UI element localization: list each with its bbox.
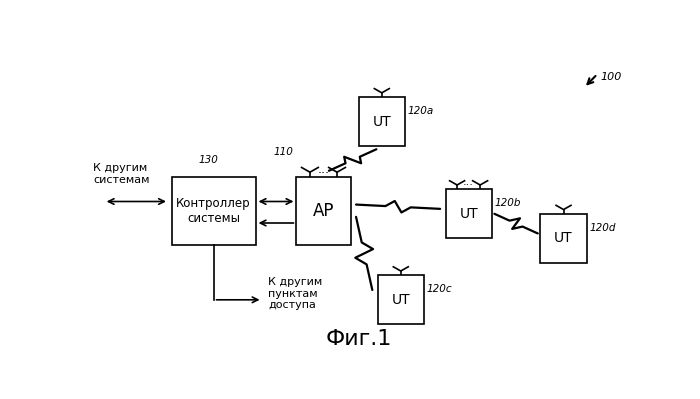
Text: ...: ... <box>318 163 330 176</box>
Text: UT: UT <box>372 115 391 128</box>
Text: UT: UT <box>459 207 478 221</box>
Text: UT: UT <box>391 293 410 307</box>
Text: К другим
системам: К другим системам <box>93 163 149 185</box>
Bar <box>172 177 256 245</box>
Text: 120c: 120c <box>426 284 452 294</box>
Bar <box>378 275 424 324</box>
Text: К другим
пунктам
доступа: К другим пунктам доступа <box>268 277 322 310</box>
Text: ...: ... <box>463 178 474 188</box>
Text: Фиг.1: Фиг.1 <box>326 329 392 349</box>
Text: 120b: 120b <box>494 198 521 208</box>
Bar <box>446 189 491 238</box>
Bar <box>540 214 587 263</box>
Text: UT: UT <box>554 231 573 245</box>
Bar <box>296 177 351 245</box>
Text: 110: 110 <box>274 147 294 157</box>
Text: 120a: 120a <box>407 106 434 116</box>
Bar <box>358 97 405 146</box>
Text: 130: 130 <box>198 155 218 165</box>
Text: AP: AP <box>313 202 334 220</box>
Text: Контроллер
системы: Контроллер системы <box>176 197 251 225</box>
Text: 120d: 120d <box>589 223 616 233</box>
Text: 100: 100 <box>600 73 622 83</box>
